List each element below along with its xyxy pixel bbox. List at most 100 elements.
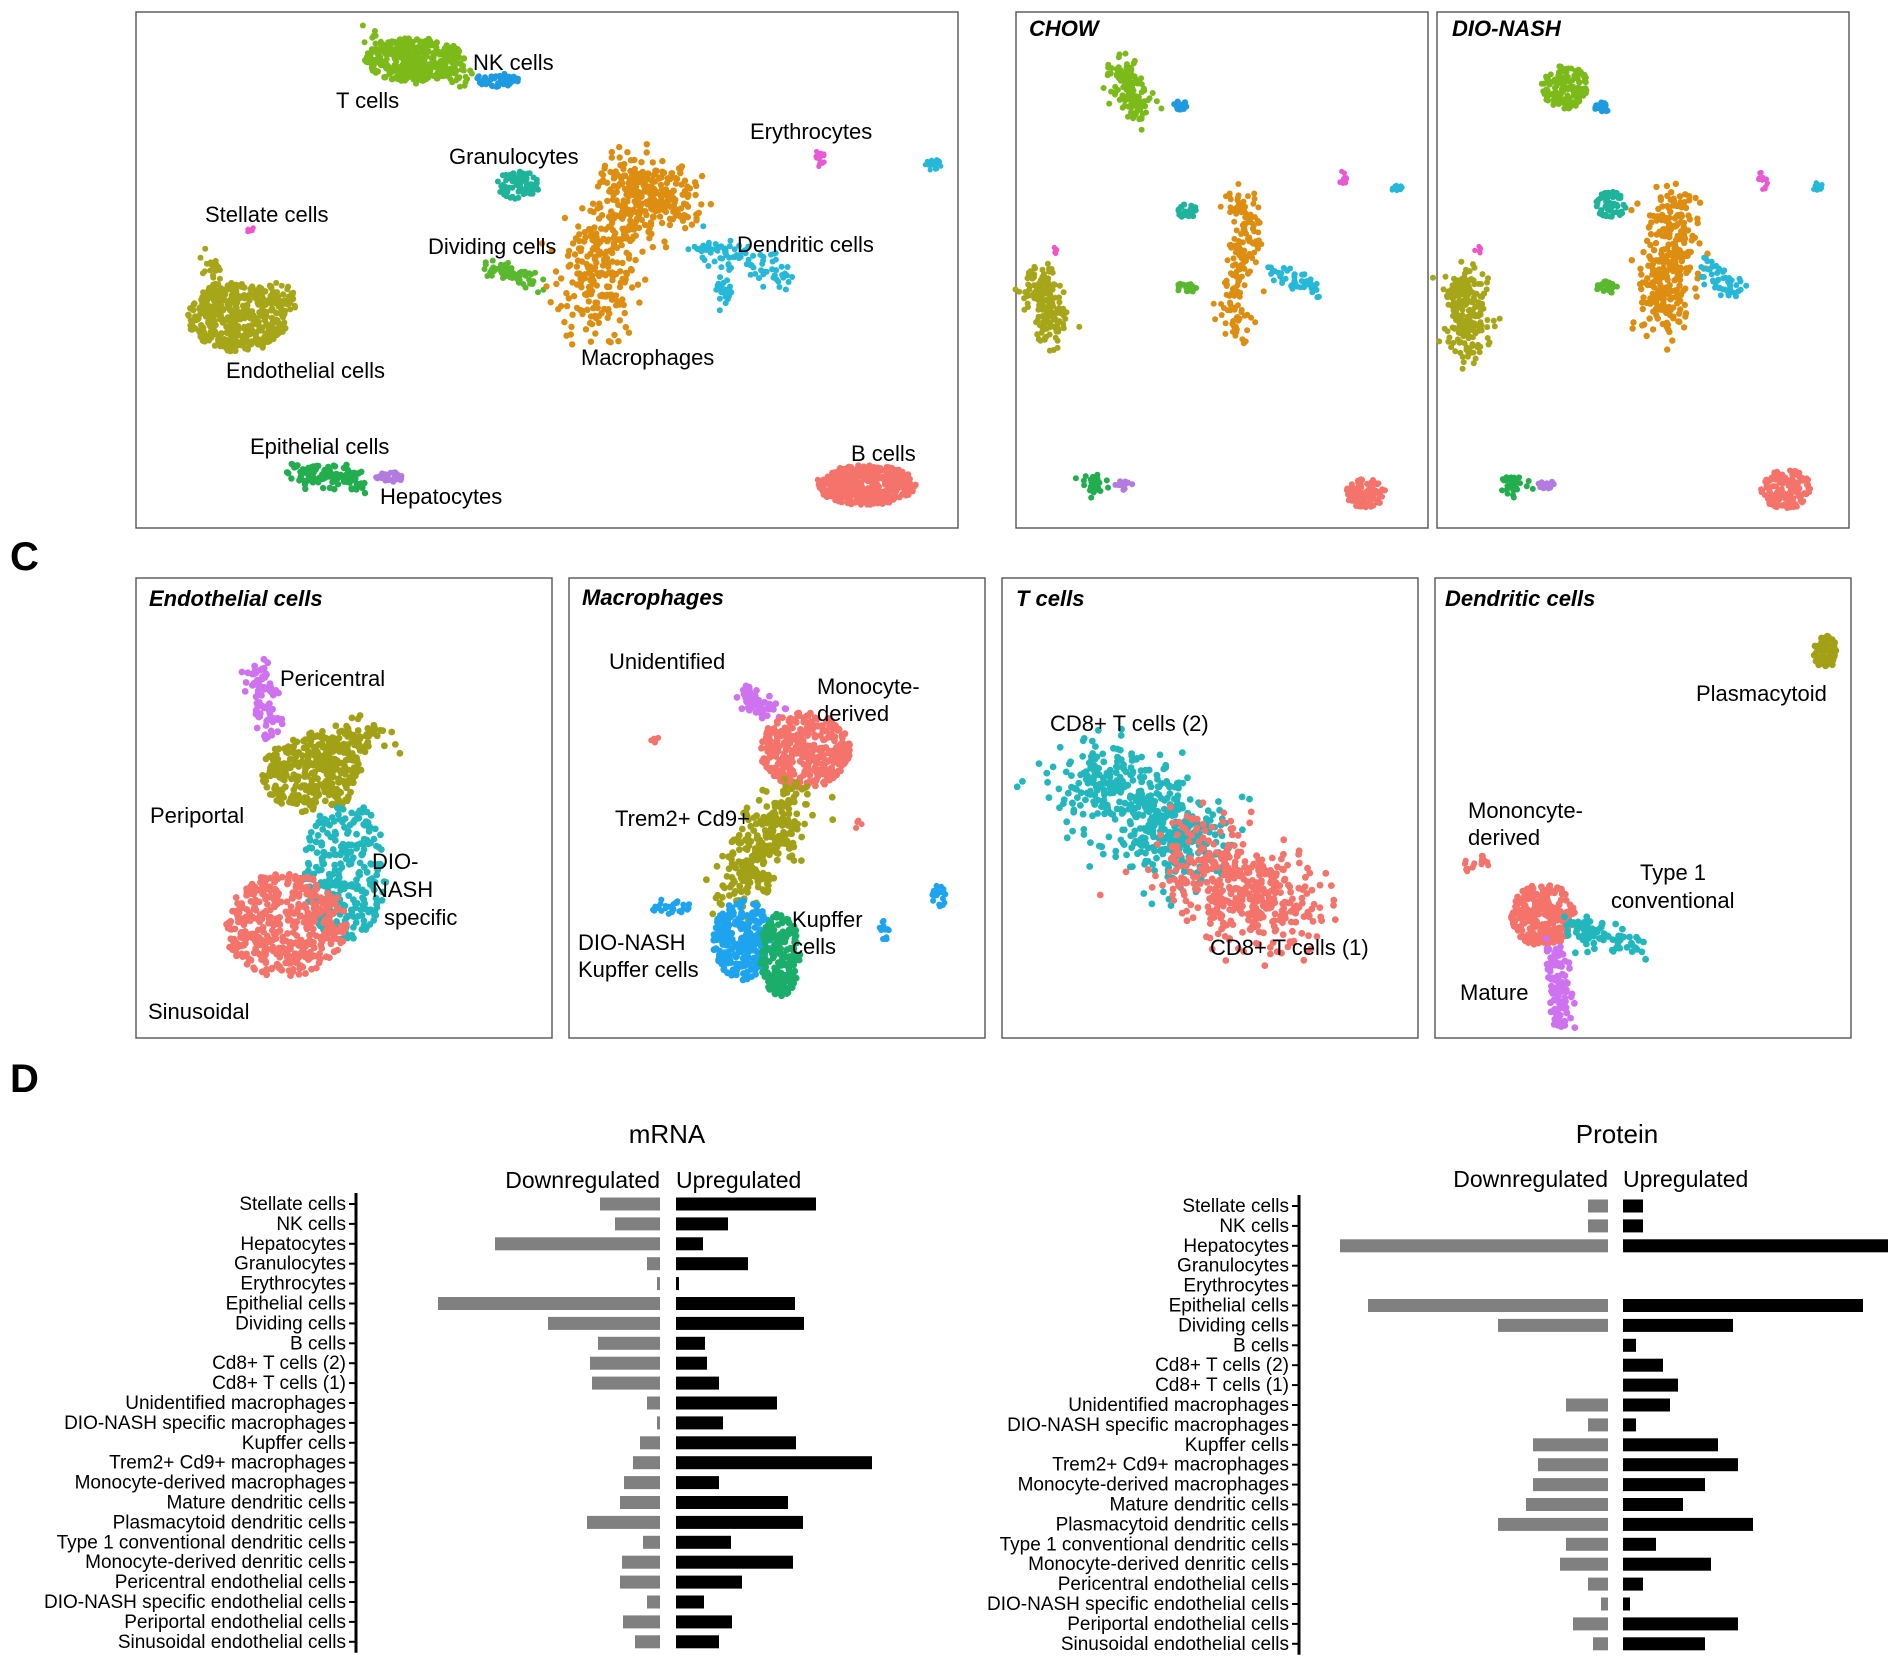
bar-downregulated bbox=[620, 1496, 660, 1509]
bar-downregulated bbox=[1533, 1478, 1608, 1492]
bar-downregulated bbox=[622, 1555, 660, 1569]
category-label: Epithelial cells bbox=[1169, 1296, 1289, 1317]
category-label: DIO-NASH specific endothelial cells bbox=[44, 1592, 346, 1613]
bar-downregulated bbox=[587, 1515, 660, 1529]
bar-downregulated bbox=[1588, 1199, 1608, 1213]
category-label: Plasmacytoid dendritic cells bbox=[1056, 1514, 1289, 1535]
bar-upregulated bbox=[676, 1316, 804, 1330]
bar-downregulated bbox=[657, 1277, 660, 1291]
category-label: Monocyte-derived macrophages bbox=[1018, 1475, 1289, 1496]
dendritic-title: Dendritic cells bbox=[1445, 586, 1595, 611]
bar-upregulated bbox=[676, 1496, 788, 1509]
label-monocyte-derived-dc-2: derived bbox=[1468, 825, 1540, 850]
bar-upregulated bbox=[676, 1217, 728, 1231]
label-b-cells: B cells bbox=[851, 441, 916, 466]
bar-upregulated bbox=[1623, 1557, 1711, 1571]
category-label: NK cells bbox=[276, 1214, 346, 1235]
bar-upregulated bbox=[676, 1595, 704, 1609]
bar-upregulated bbox=[1623, 1358, 1663, 1372]
bar-downregulated bbox=[620, 1575, 660, 1589]
bar-upregulated bbox=[1623, 1239, 1888, 1253]
bar-upregulated bbox=[676, 1376, 719, 1390]
bar-downregulated bbox=[1533, 1438, 1608, 1452]
category-label: Sinusoidal endothelial cells bbox=[1061, 1634, 1289, 1655]
bar-upregulated bbox=[1623, 1398, 1670, 1412]
bar-downregulated bbox=[647, 1396, 660, 1410]
label-dio-nash-specific-2: NASH bbox=[372, 877, 433, 902]
label-type1-1: Type 1 bbox=[1640, 860, 1706, 885]
label-mature: Mature bbox=[1460, 980, 1528, 1005]
bar-upregulated bbox=[676, 1456, 872, 1470]
umap-main-points bbox=[185, 22, 944, 508]
bar-upregulated bbox=[1623, 1617, 1738, 1631]
category-label: Plasmacytoid dendritic cells bbox=[113, 1512, 346, 1533]
bar-upregulated bbox=[1623, 1517, 1753, 1531]
bar-upregulated bbox=[676, 1257, 748, 1271]
bar-downregulated bbox=[647, 1595, 660, 1609]
subcluster-panel-endothelial: Endothelial cells Pericentral Periportal… bbox=[135, 577, 553, 1039]
bar-downregulated bbox=[1601, 1597, 1608, 1611]
bar-downregulated bbox=[1368, 1299, 1608, 1312]
category-label: Cd8+ T cells (1) bbox=[1155, 1375, 1289, 1396]
bar-upregulated bbox=[1623, 1299, 1863, 1312]
section-d-letter: D bbox=[10, 1057, 39, 1101]
label-monocyte-derived-2: derived bbox=[817, 701, 889, 726]
umap-panel-all: NK cells T cells Erythrocytes Granulocyt… bbox=[135, 11, 959, 529]
bar-downregulated bbox=[1588, 1577, 1608, 1591]
label-dividing-cells: Dividing cells bbox=[428, 234, 556, 259]
label-endothelial-cells: Endothelial cells bbox=[226, 358, 385, 383]
macrophage-points bbox=[648, 682, 949, 1000]
label-dio-nash-specific-3: specific bbox=[384, 905, 457, 930]
category-label: Granulocytes bbox=[1177, 1256, 1289, 1277]
category-label: Stellate cells bbox=[1182, 1196, 1289, 1217]
category-label: Monocyte-derived macrophages bbox=[75, 1473, 346, 1494]
category-label: Cd8+ T cells (2) bbox=[1155, 1355, 1289, 1376]
label-erythrocytes: Erythrocytes bbox=[750, 119, 872, 144]
bar-upregulated bbox=[1623, 1637, 1705, 1651]
bar-upregulated bbox=[676, 1575, 742, 1589]
category-label: Sinusoidal endothelial cells bbox=[118, 1632, 346, 1653]
label-dio-nash-specific-1: DIO- bbox=[372, 849, 418, 874]
label-periportal: Periportal bbox=[150, 803, 244, 828]
macrophages-title: Macrophages bbox=[582, 585, 724, 610]
bar-upregulated bbox=[1623, 1438, 1718, 1452]
bar-upregulated bbox=[676, 1336, 705, 1350]
bar-upregulated bbox=[676, 1615, 732, 1629]
category-label: DIO-NASH specific macrophages bbox=[1007, 1415, 1289, 1436]
bar-downregulated bbox=[1573, 1617, 1608, 1631]
bar-upregulated bbox=[676, 1555, 793, 1569]
bar-upregulated bbox=[676, 1635, 719, 1649]
bar-downregulated bbox=[1593, 1637, 1608, 1651]
category-label: Mature dendritic cells bbox=[166, 1493, 346, 1514]
bar-downregulated bbox=[495, 1237, 660, 1251]
bar-upregulated bbox=[1623, 1577, 1643, 1591]
category-label: Type 1 conventional dendritic cells bbox=[1000, 1534, 1289, 1555]
bar-upregulated bbox=[1623, 1458, 1738, 1472]
chart-title: mRNA bbox=[629, 1119, 706, 1149]
category-label: Trem2+ Cd9+ macrophages bbox=[1052, 1455, 1289, 1476]
bar-downregulated bbox=[640, 1436, 660, 1450]
label-macrophages: Macrophages bbox=[581, 345, 714, 370]
endothelial-points bbox=[223, 655, 404, 979]
bar-upregulated bbox=[676, 1396, 777, 1410]
bar-upregulated bbox=[1623, 1318, 1733, 1332]
category-label: Granulocytes bbox=[234, 1254, 346, 1275]
dendritic-points bbox=[1461, 632, 1840, 1031]
bar-downregulated bbox=[598, 1336, 660, 1350]
category-label: Epithelial cells bbox=[226, 1294, 346, 1315]
category-label: B cells bbox=[1233, 1335, 1289, 1356]
label-cd8-t-cells-1: CD8+ T cells (1) bbox=[1210, 935, 1369, 960]
label-epithelial-cells: Epithelial cells bbox=[250, 434, 389, 459]
category-label: NK cells bbox=[1219, 1216, 1289, 1237]
category-label: Unidentified macrophages bbox=[1068, 1395, 1289, 1416]
umap-chow-points bbox=[1012, 50, 1405, 511]
bar-upregulated bbox=[1623, 1597, 1630, 1611]
bar-downregulated bbox=[623, 1615, 660, 1629]
label-hepatocytes: Hepatocytes bbox=[380, 484, 502, 509]
label-pericentral: Pericentral bbox=[280, 666, 385, 691]
mrna-bar-chart: mRNA Downregulated Upregulated Stellate cel… bbox=[44, 1119, 872, 1653]
label-trem2-cd9: Trem2+ Cd9+ bbox=[615, 806, 750, 831]
subcluster-panel-tcells: T cells CD8+ T cells (2) CD8+ T cells (1… bbox=[1001, 577, 1419, 1039]
label-t-cells: T cells bbox=[336, 88, 399, 113]
umap-panel-dionash: DIO-NASH bbox=[1430, 11, 1850, 529]
